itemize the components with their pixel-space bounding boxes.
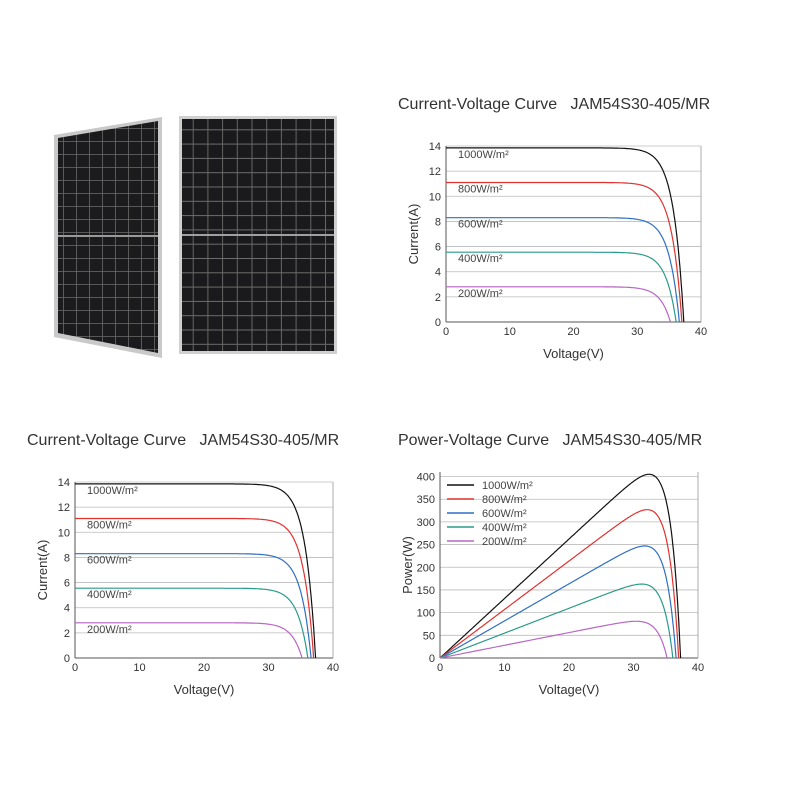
- series-line-600w-m: [446, 217, 680, 323]
- series-label-600w-m: 600W/m²: [458, 219, 503, 231]
- series-label-600w-m: 600W/m²: [87, 555, 132, 567]
- legend-label-1000w-m: 1000W/m²: [482, 480, 533, 492]
- y-tick-label: 12: [58, 502, 70, 514]
- series-line-200w-m: [439, 620, 668, 659]
- y-tick-label: 0: [435, 317, 441, 329]
- series-label-400w-m: 400W/m²: [458, 253, 503, 265]
- y-tick-label: 10: [429, 191, 441, 203]
- y-tick-label: 6: [435, 242, 441, 254]
- x-tick-label: 40: [695, 326, 707, 338]
- series-label-800w-m: 800W/m²: [458, 183, 503, 195]
- x-tick-label: 10: [133, 662, 145, 674]
- x-tick-label: 10: [504, 326, 516, 338]
- x-tick-label: 30: [262, 662, 274, 674]
- series-line-600w-m: [75, 553, 312, 659]
- y-tick-label: 150: [417, 585, 435, 597]
- iv-curve-chart-top: 0 2 4 6 8 10 12 14 0 10 20 30 40 Voltage(V) Current(A)…: [406, 141, 707, 361]
- y-tick-label: 100: [417, 608, 435, 620]
- series-line-800w-m: [446, 181, 683, 323]
- x-tick-label: 0: [437, 662, 443, 674]
- series-line-200w-m: [446, 286, 671, 323]
- legend-label-400w-m: 400W/m²: [482, 522, 527, 534]
- solar-panel-angled-image: [54, 117, 162, 358]
- x-tick-label: 20: [563, 662, 575, 674]
- y-tick-label: 4: [435, 267, 441, 279]
- series-line-400w-m: [446, 251, 677, 323]
- x-tick-label: 40: [692, 662, 704, 674]
- y-tick-label: 2: [64, 628, 70, 640]
- x-tick-label: 0: [443, 326, 449, 338]
- series-line-400w-m: [75, 587, 309, 659]
- legend-label-800w-m: 800W/m²: [482, 494, 527, 506]
- y-tick-label: 0: [429, 653, 435, 665]
- series-line-200w-m: [75, 622, 303, 659]
- x-tick-label: 0: [72, 662, 78, 674]
- series-line-1000w-m: [439, 473, 682, 659]
- y-tick-label: 250: [417, 540, 435, 552]
- x-axis-label: Voltage(V): [539, 682, 600, 697]
- y-tick-label: 12: [429, 166, 441, 178]
- y-tick-label: 50: [423, 630, 435, 642]
- x-axis-label: Voltage(V): [543, 346, 604, 361]
- chart-title-iv-bottom: Current-Voltage Curve JAM54S30-405/MR: [27, 432, 340, 449]
- legend-label-600w-m: 600W/m²: [482, 508, 527, 520]
- x-tick-label: 20: [198, 662, 210, 674]
- chart-title-pv: Power-Voltage Curve JAM54S30-405/MR: [398, 432, 703, 449]
- series-line-400w-m: [439, 583, 674, 659]
- y-tick-label: 400: [417, 472, 435, 484]
- y-tick-label: 0: [64, 653, 70, 665]
- y-tick-label: 10: [58, 527, 70, 539]
- x-tick-label: 20: [567, 326, 579, 338]
- iv-curve-chart-bottom: 0 2 4 6 8 10 12 14 0 10 20 30 40 Voltage(V) Current(A)…: [35, 477, 339, 697]
- y-tick-label: 300: [417, 517, 435, 529]
- series-label-200w-m: 200W/m²: [87, 624, 132, 636]
- series-label-400w-m: 400W/m²: [87, 589, 132, 601]
- x-tick-label: 30: [631, 326, 643, 338]
- y-tick-label: 14: [58, 477, 70, 489]
- y-tick-label: 8: [64, 552, 70, 564]
- series-line-1000w-m: [446, 147, 685, 323]
- series-label-800w-m: 800W/m²: [87, 519, 132, 531]
- series-line-600w-m: [439, 545, 677, 659]
- solar-panel-front-image: [179, 116, 337, 354]
- series-line-800w-m: [439, 509, 680, 659]
- series-line-800w-m: [75, 517, 315, 659]
- y-tick-label: 14: [429, 141, 441, 153]
- series-label-1000w-m: 1000W/m²: [458, 149, 509, 161]
- x-tick-label: 30: [627, 662, 639, 674]
- chart-title-iv-top: Current-Voltage Curve JAM54S30-405/MR: [398, 96, 711, 113]
- y-axis-label: Current(A): [35, 540, 50, 601]
- x-tick-label: 40: [327, 662, 339, 674]
- y-axis-label: Current(A): [406, 204, 421, 265]
- series-label-1000w-m: 1000W/m²: [87, 485, 138, 497]
- y-tick-label: 4: [64, 603, 70, 615]
- y-tick-label: 200: [417, 562, 435, 574]
- y-tick-label: 6: [64, 578, 70, 590]
- pv-curve-chart: 0 50 100 150 200 250 300 350 400 0 10 20 30 40 Voltage…: [400, 472, 704, 697]
- legend-label-200w-m: 200W/m²: [482, 536, 527, 548]
- series-line-1000w-m: [75, 483, 317, 659]
- x-tick-label: 10: [498, 662, 510, 674]
- y-axis-label: Power(W): [400, 536, 415, 594]
- x-axis-label: Voltage(V): [174, 682, 235, 697]
- y-tick-label: 2: [435, 292, 441, 304]
- y-tick-label: 350: [417, 494, 435, 506]
- y-tick-label: 8: [435, 216, 441, 228]
- series-label-200w-m: 200W/m²: [458, 288, 503, 300]
